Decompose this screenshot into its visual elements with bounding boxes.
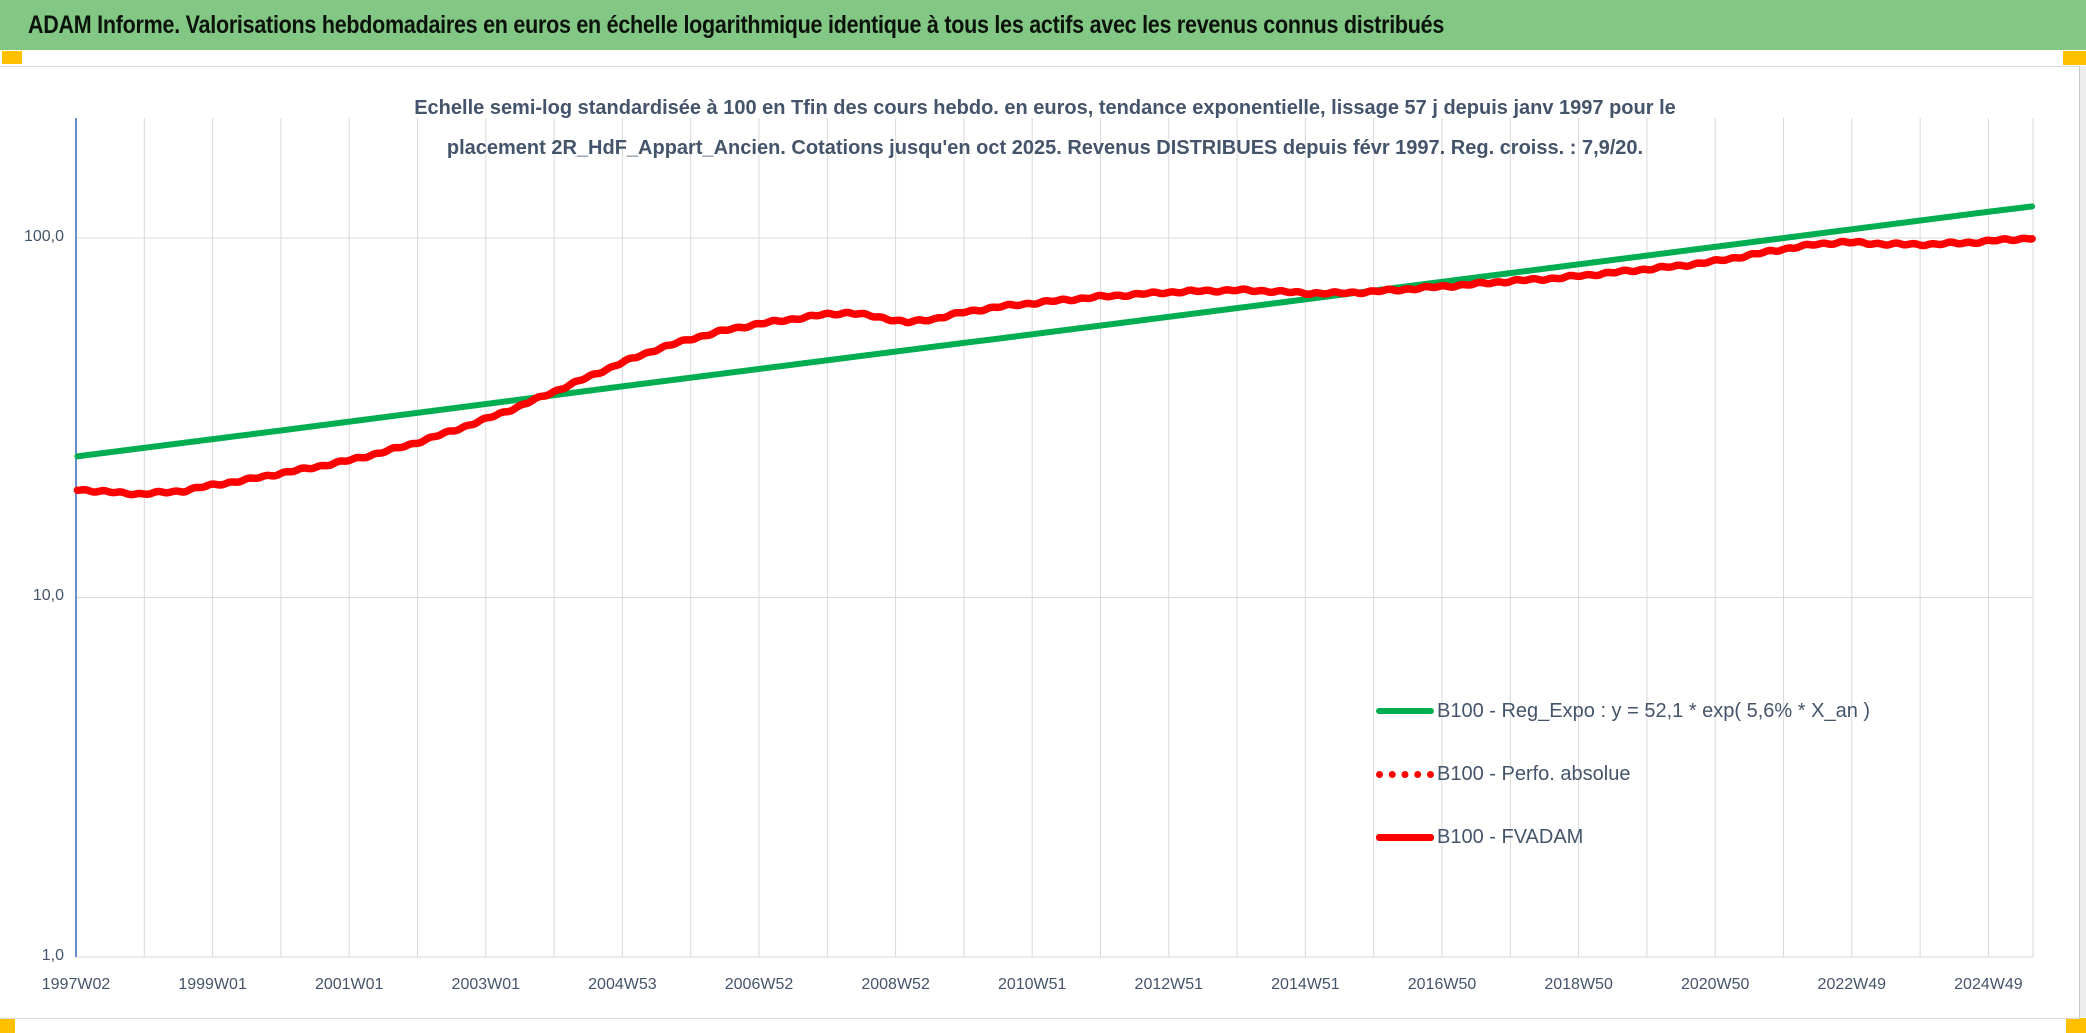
x-tick-label: 2006W52 bbox=[724, 976, 794, 993]
y-tick-1: 1,0 bbox=[41, 947, 64, 964]
chart-title-line2: placement 2R_HdF_Appart_Ancien. Cotation… bbox=[446, 137, 1644, 159]
sheet-title-bar: ADAM Informe. Valorisations hebdomadaire… bbox=[0, 0, 2086, 50]
red-line-swatch bbox=[1376, 833, 1434, 841]
x-tick-label: 2004W53 bbox=[588, 976, 657, 993]
y-tick-100: 100,0 bbox=[23, 228, 64, 245]
chart-title-line1: Echelle semi-log standardisée à 100 en T… bbox=[414, 97, 1676, 119]
yellow-cell-bottom-left bbox=[0, 1018, 15, 1033]
yellow-cell-bottom-right bbox=[2066, 1018, 2086, 1033]
x-tick-label: 2001W01 bbox=[314, 976, 384, 993]
yellow-cell-top-right bbox=[2063, 51, 2086, 65]
x-tick-label: 2018W50 bbox=[1544, 976, 1613, 993]
x-tick-label: 2024W49 bbox=[1954, 976, 2023, 993]
x-tick-label: 2003W01 bbox=[451, 976, 521, 993]
x-tick-label: 2022W49 bbox=[1817, 976, 1887, 993]
legend-item-fvadam: B100 - FVADAM bbox=[1376, 820, 1870, 854]
green-line-swatch bbox=[1376, 708, 1434, 714]
x-tick-label: 2016W50 bbox=[1407, 976, 1477, 993]
x-tick-label: 2020W50 bbox=[1680, 976, 1750, 993]
legend-label: B100 - Reg_Expo : y = 52,1 * exp( 5,6% *… bbox=[1437, 699, 1871, 722]
red-dotted-swatch bbox=[1376, 770, 1434, 778]
x-tick-label: 2012W51 bbox=[1134, 976, 1204, 993]
x-tick-label: 1999W01 bbox=[178, 976, 247, 993]
legend-item-regexpo: B100 - Reg_Expo : y = 52,1 * exp( 5,6% *… bbox=[1376, 694, 1870, 728]
sheet-margin-strip bbox=[2080, 66, 2086, 1017]
legend-label: B100 - Perfo. absolue bbox=[1437, 762, 1631, 785]
page-title: ADAM Informe. Valorisations hebdomadaire… bbox=[28, 11, 1445, 39]
y-tick-10: 10,0 bbox=[32, 587, 64, 604]
yellow-cell-top-left bbox=[2, 51, 22, 64]
chart-title: Echelle semi-log standardisée à 100 en T… bbox=[280, 88, 1810, 168]
legend-item-perfo-absolue: B100 - Perfo. absolue bbox=[1376, 757, 1870, 791]
x-tick-label: 2010W51 bbox=[997, 976, 1067, 993]
x-tick-label: 1997W02 bbox=[41, 976, 111, 993]
x-tick-label: 2014W51 bbox=[1271, 976, 1340, 993]
x-tick-label: 2008W52 bbox=[861, 976, 930, 993]
legend-label: B100 - FVADAM bbox=[1437, 825, 1584, 848]
chart-legend: B100 - Reg_Expo : y = 52,1 * exp( 5,6% *… bbox=[1376, 694, 1870, 883]
